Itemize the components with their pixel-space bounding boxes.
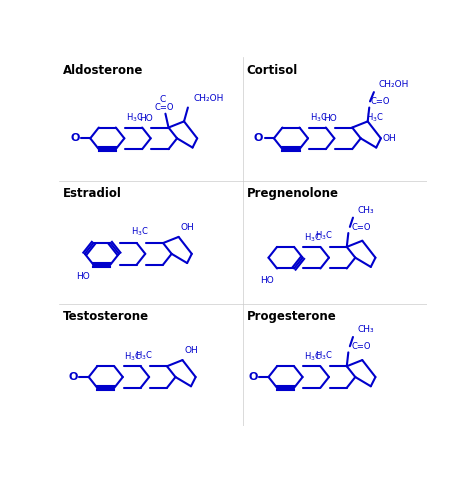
Text: Cortisol: Cortisol bbox=[247, 64, 298, 77]
Text: HO: HO bbox=[139, 114, 153, 123]
Text: O: O bbox=[69, 372, 78, 382]
Text: CH₃: CH₃ bbox=[357, 325, 374, 334]
Text: Aldosterone: Aldosterone bbox=[63, 64, 144, 77]
Text: H$_3$C: H$_3$C bbox=[315, 230, 333, 242]
Text: H$_3$C: H$_3$C bbox=[131, 226, 149, 239]
Text: H$_3$C: H$_3$C bbox=[135, 349, 153, 362]
Text: Pregnenolone: Pregnenolone bbox=[247, 187, 339, 200]
Text: O: O bbox=[248, 372, 258, 382]
Text: Testosterone: Testosterone bbox=[63, 310, 149, 323]
Text: C: C bbox=[159, 95, 165, 104]
Text: C=O: C=O bbox=[154, 103, 173, 112]
Text: C=O: C=O bbox=[351, 342, 371, 351]
Text: OH: OH bbox=[383, 134, 396, 143]
Text: HO: HO bbox=[323, 114, 337, 123]
Text: CH₂OH: CH₂OH bbox=[379, 80, 409, 89]
Text: OH: OH bbox=[184, 346, 198, 355]
Text: CH₃: CH₃ bbox=[357, 205, 374, 215]
Text: H$_3$C: H$_3$C bbox=[304, 231, 322, 244]
Text: H$_3$C: H$_3$C bbox=[124, 351, 142, 363]
Text: C=O: C=O bbox=[351, 223, 371, 231]
Text: OH: OH bbox=[180, 223, 194, 232]
Text: HO: HO bbox=[260, 276, 274, 285]
Text: H$_3$C: H$_3$C bbox=[304, 351, 322, 363]
Text: H$_3$C: H$_3$C bbox=[310, 112, 328, 125]
Text: HO: HO bbox=[76, 272, 90, 281]
Text: H$_3$C: H$_3$C bbox=[366, 112, 384, 125]
Text: H$_3$C: H$_3$C bbox=[126, 112, 144, 125]
Text: C=O: C=O bbox=[371, 97, 390, 106]
Text: CH₂OH: CH₂OH bbox=[193, 94, 224, 103]
Text: O: O bbox=[70, 133, 80, 143]
Text: O: O bbox=[254, 133, 263, 143]
Text: Progesterone: Progesterone bbox=[247, 310, 337, 323]
Text: Estradiol: Estradiol bbox=[63, 187, 122, 200]
Text: H$_3$C: H$_3$C bbox=[315, 349, 333, 362]
